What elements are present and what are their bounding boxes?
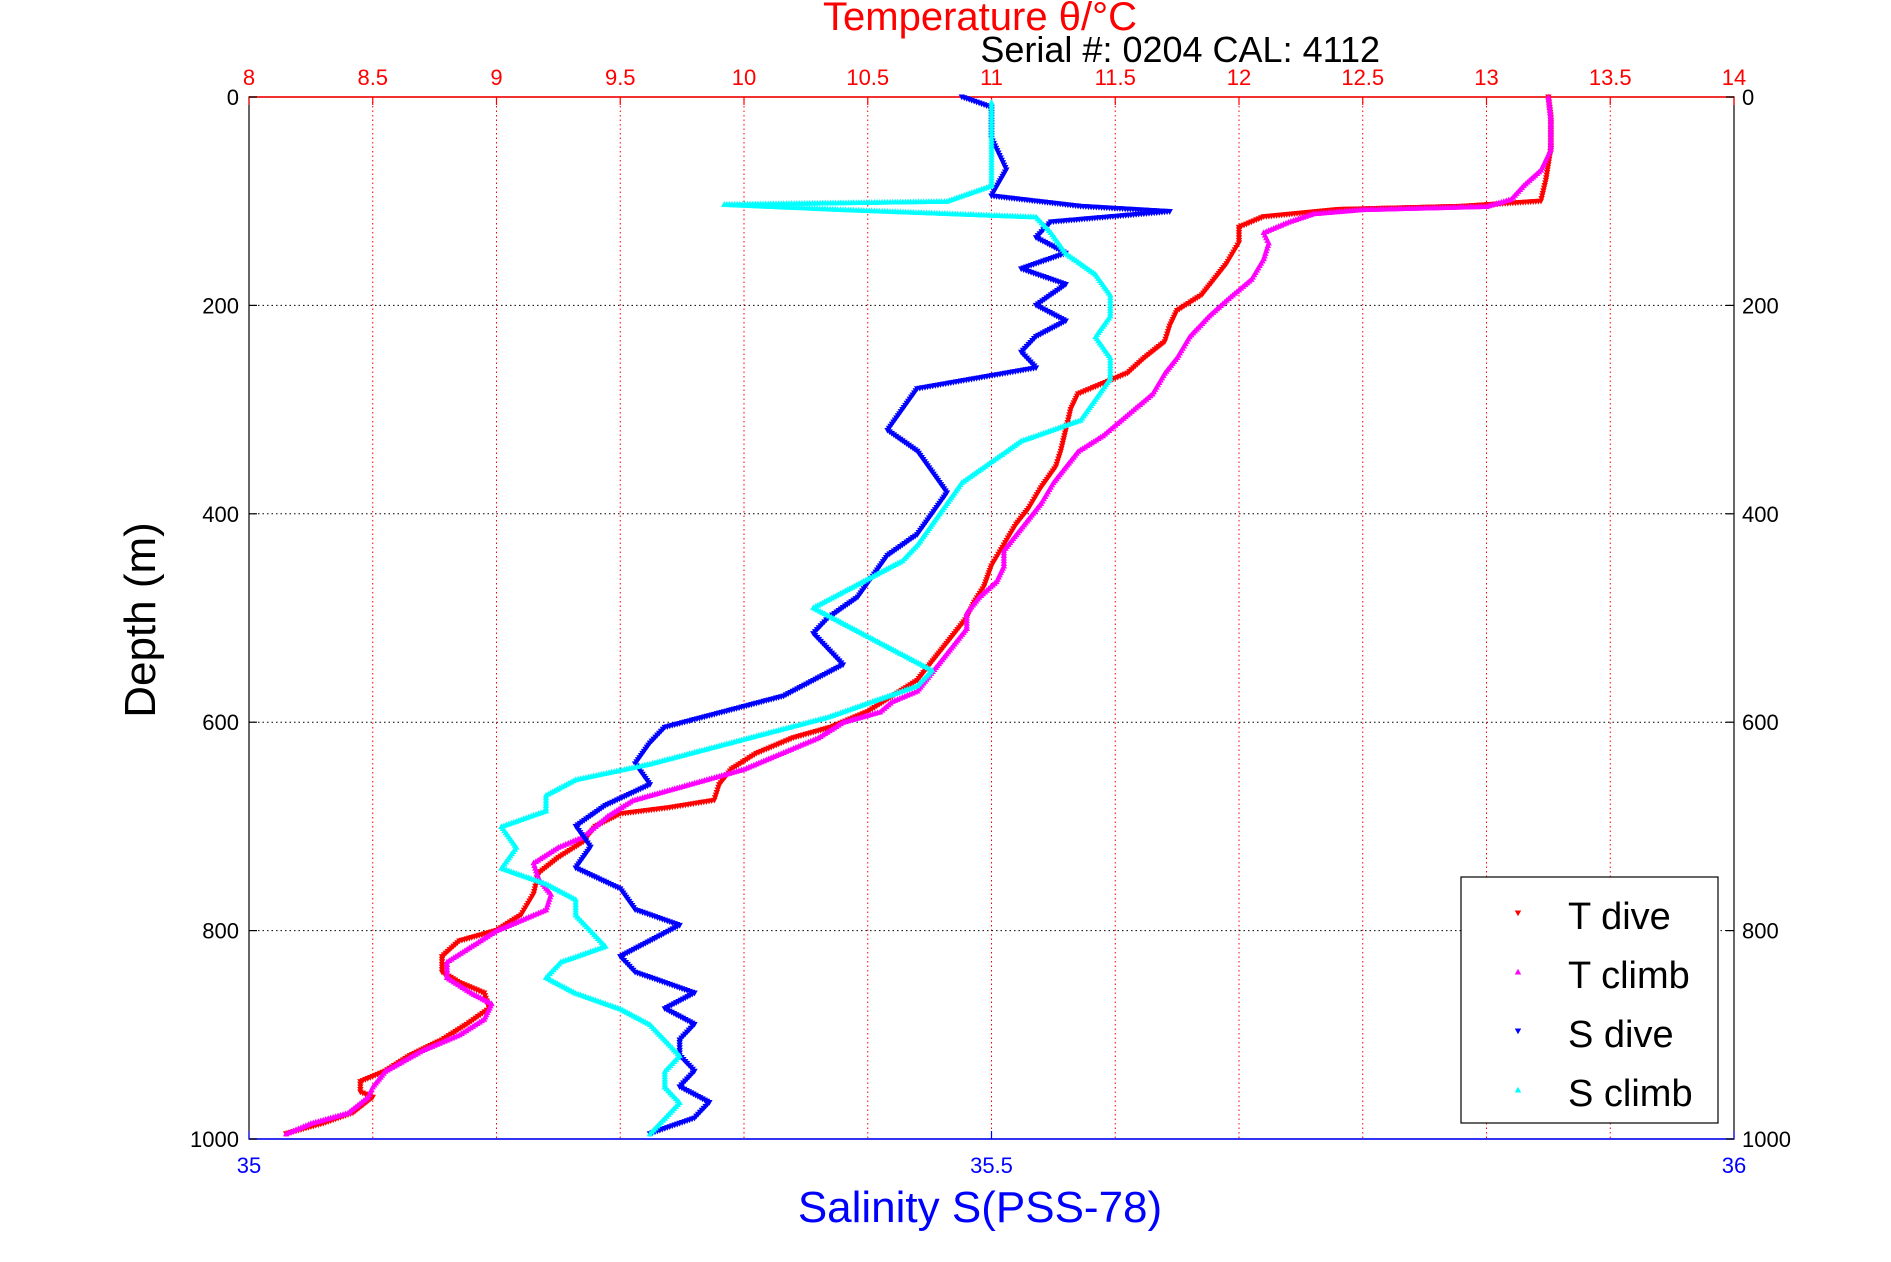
y-axis-label: Depth (m) (116, 522, 165, 718)
data-point (988, 99, 995, 105)
legend: T dive T climb S dive S climb (1460, 876, 1719, 1124)
top-tick-label: 8 (243, 65, 255, 90)
left-tick-label: 800 (202, 919, 239, 944)
legend-swatch (1514, 1028, 1522, 1035)
top-tick-label: 11.5 (1095, 65, 1136, 90)
legend-marker (1514, 968, 1522, 975)
top-tick-label: 12 (1227, 65, 1251, 90)
left-tick-label: 0 (227, 85, 239, 110)
series-layer (282, 93, 1555, 1137)
legend-swatch (1514, 968, 1522, 975)
legend-label: T climb (1568, 955, 1690, 997)
chart-title: Temperature θ/°C (823, 0, 1137, 39)
top-tick-label: 13 (1474, 65, 1498, 90)
legend-swatch (1514, 1086, 1522, 1093)
data-point (1545, 93, 1552, 100)
right-tick-label: 200 (1742, 293, 1779, 318)
legend-label: S dive (1568, 1014, 1674, 1056)
top-tick-label: 9.5 (605, 65, 636, 90)
legend-label: S climb (1568, 1073, 1693, 1115)
series-s-dive (572, 94, 1173, 1137)
top-tick-label: 13.5 (1589, 65, 1632, 90)
bottom-tick-label: 35.5 (970, 1153, 1013, 1178)
left-tick-label: 1000 (190, 1127, 239, 1152)
legend-marker (1514, 910, 1522, 917)
series-t-climb (282, 93, 1555, 1137)
top-tick-label: 12.5 (1341, 65, 1384, 90)
series-t-dive (282, 94, 1555, 1137)
legend-swatch (1514, 910, 1522, 917)
right-tick-label: 1000 (1742, 1127, 1791, 1152)
chart-subtitle: Serial #: 0204 CAL: 4112 (980, 29, 1380, 70)
legend-box (1460, 876, 1719, 1124)
right-tick-label: 0 (1742, 85, 1754, 110)
right-tick-label: 600 (1742, 710, 1779, 735)
left-tick-label: 200 (202, 293, 239, 318)
left-tick-label: 400 (202, 502, 239, 527)
legend-marker (1514, 1086, 1522, 1093)
series-s-climb (498, 99, 1114, 1137)
top-tick-label: 9 (490, 65, 502, 90)
bottom-tick-label: 36 (1722, 1153, 1746, 1178)
left-tick-label: 600 (202, 710, 239, 735)
bottom-tick-label: 35 (237, 1153, 261, 1178)
top-tick-label: 10 (732, 65, 756, 90)
top-tick-label: 11 (980, 65, 1003, 90)
top-tick-label: 14 (1722, 65, 1746, 90)
legend-marker (1514, 1028, 1522, 1035)
top-tick-label: 10.5 (846, 65, 889, 90)
right-tick-label: 800 (1742, 919, 1779, 944)
top-tick-label: 8.5 (357, 65, 388, 90)
right-tick-label: 400 (1742, 502, 1779, 527)
x-axis-label-bottom: Salinity S(PSS-78) (798, 1183, 1162, 1232)
legend-label: T dive (1568, 896, 1671, 938)
